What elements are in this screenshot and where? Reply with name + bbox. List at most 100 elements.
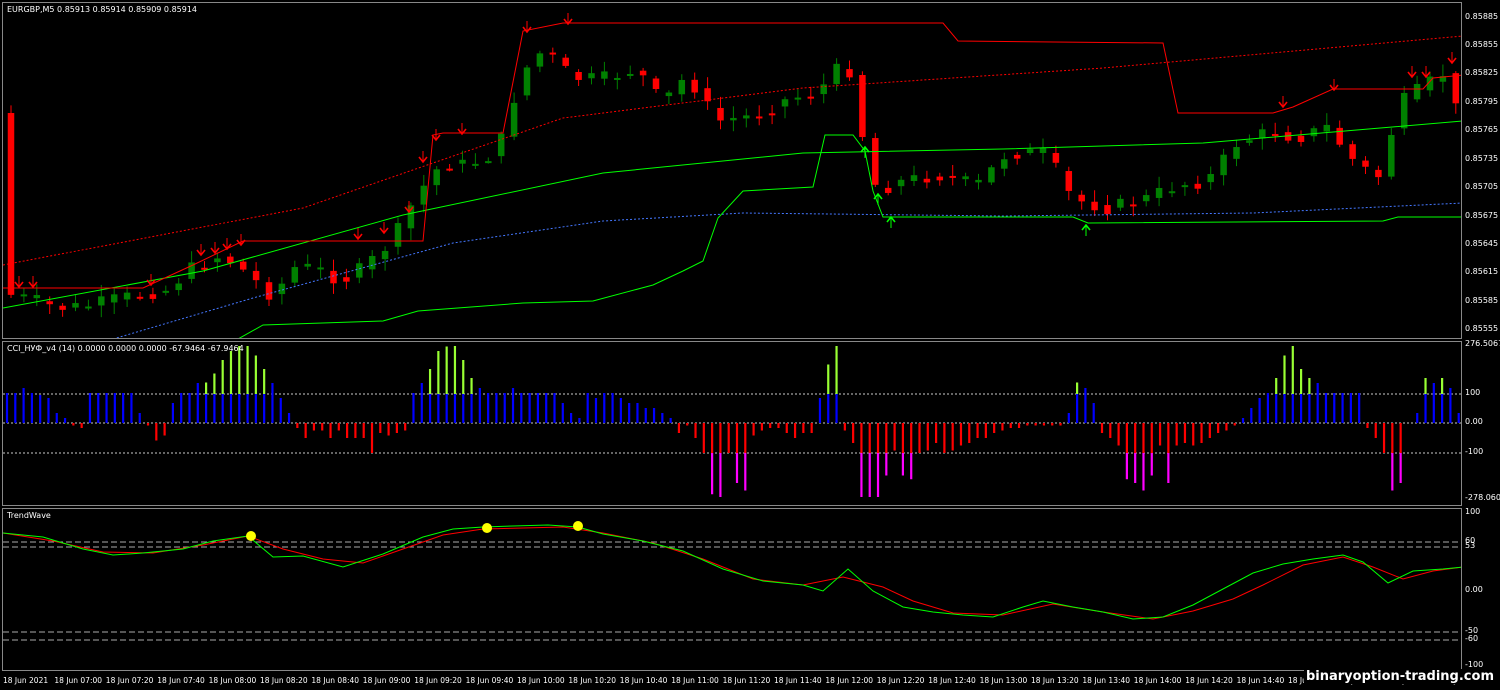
sell-arrow-icon (563, 18, 573, 26)
price-tick-label: 0.85735 (1465, 154, 1499, 163)
bull-candle (1142, 195, 1150, 202)
bull-candle (291, 267, 299, 283)
bull-candle (356, 263, 363, 278)
cci-tick-label: 100 (1465, 388, 1481, 397)
bear-candle (949, 175, 956, 178)
bull-candle (910, 175, 918, 181)
bear-candle (768, 113, 776, 116)
bear-candle (1104, 205, 1111, 215)
sell-arrow-icon (431, 134, 441, 142)
bull-candle (665, 92, 673, 97)
bull-candle (1155, 187, 1163, 198)
support-step-line (238, 134, 1461, 338)
cci-tick-label: 0.00 (1465, 417, 1483, 426)
cci-indicator-label: CCI_НУФ_v4 (14) 0.0000 0.0000 0.0000 -67… (7, 344, 244, 353)
bull-candle (1259, 129, 1266, 139)
trendwave-tick-label: -60 (1465, 634, 1479, 643)
bull-candle (472, 163, 479, 166)
bear-candle (136, 296, 144, 299)
bull-candle (317, 267, 324, 270)
bull-candle (214, 258, 221, 263)
trendwave-tick-label: 0.00 (1465, 585, 1483, 594)
resistance-step-line (3, 22, 1461, 289)
bull-candle (85, 306, 92, 309)
trendwave-tick-label: 100 (1465, 507, 1481, 516)
bull-candle (175, 283, 182, 291)
bull-candle (510, 102, 518, 137)
time-axis-label: 18 Jun 14:20 (1185, 676, 1233, 685)
sell-arrow-icon (1421, 71, 1431, 79)
price-tick-label: 0.85765 (1465, 125, 1499, 134)
price-tick-label: 0.85795 (1465, 97, 1499, 106)
bear-candle (846, 69, 853, 78)
symbol-info-label: EURGBP,M5 0.85913 0.85914 0.85909 0.8591… (7, 5, 198, 14)
cci-indicator-pane[interactable]: CCI_НУФ_v4 (14) 0.0000 0.0000 0.0000 -67… (2, 341, 1462, 506)
sell-arrow-icon (457, 128, 467, 136)
trendwave-indicator-pane[interactable]: TrendWave (2, 508, 1462, 671)
sell-arrow-icon (1447, 57, 1457, 65)
upper-channel-line (3, 35, 1461, 266)
bear-candle (252, 270, 260, 281)
bear-candle (1013, 154, 1021, 159)
bear-candle (549, 52, 557, 55)
time-axis-label: 18 Jun 07:00 (54, 676, 103, 685)
price-tick-label: 0.85645 (1465, 239, 1499, 248)
time-axis-label: 18 Jun 13:20 (1031, 676, 1079, 685)
price-tick-label: 0.85555 (1465, 324, 1499, 333)
bull-candle (523, 67, 531, 96)
time-axis-label: 18 Jun 08:00 (208, 676, 257, 685)
bull-candle (988, 167, 995, 183)
bear-candle (704, 88, 711, 102)
time-axis-label: 18 Jun 11:20 (722, 676, 771, 685)
bear-candle (1078, 194, 1085, 202)
buy-arrow-icon (1081, 223, 1091, 231)
bear-candle (46, 301, 53, 305)
bull-candle (1207, 174, 1214, 183)
time-axis-label: 18 Jun 11:00 (671, 676, 719, 685)
time-axis-label: 18 Jun 10:00 (517, 676, 565, 685)
sell-arrow-icon (146, 279, 156, 287)
time-axis-label: 18 Jun 09:20 (414, 676, 462, 685)
bull-candle (1323, 124, 1331, 132)
time-axis-label: 18 Jun 2021 (3, 676, 49, 685)
bear-candle (446, 168, 453, 171)
bull-candle (678, 79, 686, 95)
trendwave-axis: 100 60 53 0.00 -50 -60 -100 (1462, 507, 1500, 671)
bull-candle (188, 262, 195, 279)
sell-arrow-icon (1329, 84, 1339, 92)
trendwave-canvas (3, 521, 1461, 641)
bull-candle (110, 294, 118, 303)
bull-candle (278, 283, 286, 295)
bull-candle (794, 97, 802, 100)
bull-candle (1001, 159, 1008, 169)
time-axis-label: 18 Jun 14:40 (1236, 676, 1285, 685)
sell-arrow-icon (418, 156, 428, 164)
time-axis-label: 18 Jun 08:40 (311, 676, 360, 685)
sell-arrow-icon (236, 239, 246, 247)
watermark-text: binaryoption-trading.com (1303, 669, 1496, 684)
time-axis-label: 18 Jun 13:00 (979, 676, 1028, 685)
bear-candle (330, 270, 337, 284)
bull-candle (381, 250, 389, 260)
bull-candle (1413, 83, 1421, 100)
bear-candle (239, 261, 247, 270)
sell-arrow-icon (353, 233, 363, 241)
bull-candle (975, 179, 982, 183)
time-axis-label: 18 Jun 09:00 (362, 676, 411, 685)
bull-candle (820, 84, 827, 95)
sell-arrow-icon (522, 26, 532, 34)
bull-candle (485, 161, 492, 164)
bear-candle (1362, 160, 1369, 167)
bull-candle (833, 63, 840, 85)
time-axis-label: 18 Jun 07:20 (105, 676, 154, 685)
bull-candle (1117, 198, 1124, 208)
bull-candle (1246, 140, 1253, 143)
bull-candle (1310, 128, 1318, 137)
time-axis-label: 18 Jun 09:40 (465, 676, 514, 685)
bull-candle (497, 133, 505, 157)
trendwave-tick-label: 60 (1465, 536, 1476, 545)
time-axis-label: 18 Jun 13:40 (1082, 676, 1131, 685)
price-chart-pane[interactable]: EURGBP,M5 0.85913 0.85914 0.85909 0.8591… (2, 2, 1462, 339)
